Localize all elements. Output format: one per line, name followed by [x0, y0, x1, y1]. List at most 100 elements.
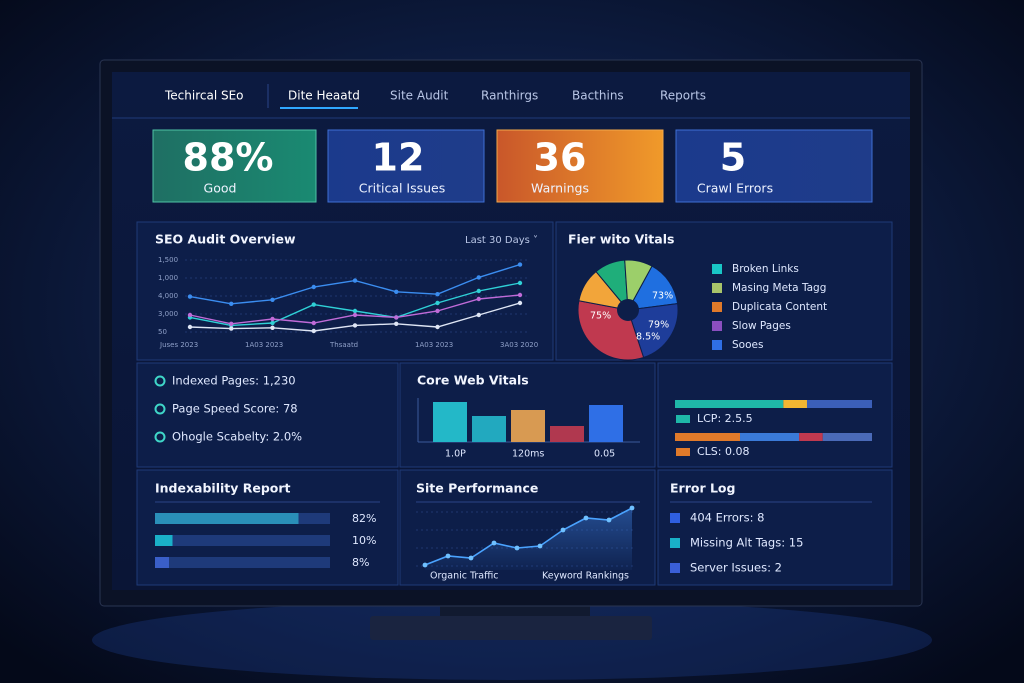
- kpi-label: Crawl Errors: [697, 181, 773, 196]
- panel-title: Core Web Vitals: [417, 373, 529, 388]
- point: [394, 289, 399, 294]
- bar-segment: [799, 433, 823, 441]
- point: [491, 540, 497, 546]
- stat: Ohogle Scabelty: 2.0%: [172, 430, 302, 444]
- point: [468, 555, 474, 561]
- bar: [550, 426, 584, 442]
- bar: [155, 535, 173, 546]
- point: [229, 321, 234, 326]
- point: [187, 312, 193, 318]
- legend-swatch: [712, 283, 722, 293]
- x-tick-label: 1A03 2023: [245, 341, 283, 349]
- bar-track: [155, 557, 330, 568]
- point: [629, 505, 635, 511]
- point: [229, 301, 234, 306]
- bar-caption: LCP: 2.5.5: [697, 412, 753, 425]
- point: [187, 324, 193, 330]
- point: [229, 326, 234, 331]
- x-tick-label: Juses 2023: [159, 341, 198, 349]
- y-tick-label: 3,000: [158, 310, 178, 318]
- panel: [657, 469, 893, 586]
- bar: [155, 557, 169, 568]
- kpi-card[interactable]: [675, 129, 873, 203]
- nav-tab[interactable]: Reports: [660, 89, 706, 103]
- bar: [433, 402, 467, 442]
- point: [606, 517, 612, 523]
- bar-segment: [783, 400, 807, 408]
- point: [476, 312, 481, 318]
- status-icon: [154, 431, 166, 443]
- point: [517, 280, 523, 286]
- point: [422, 562, 428, 568]
- point: [352, 323, 358, 328]
- point: [270, 320, 275, 326]
- point: [270, 297, 275, 302]
- point: [435, 292, 440, 297]
- status-icon: [154, 403, 166, 415]
- legend-label: Duplicata Content: [732, 301, 827, 313]
- point: [583, 515, 589, 521]
- panel-title: SEO Audit Overview: [155, 232, 296, 247]
- point: [270, 325, 275, 330]
- value-label: 82%: [352, 512, 376, 525]
- value-label: 10%: [352, 534, 376, 547]
- x-tick-label: 3A03 2020: [500, 341, 538, 349]
- panel-title: Indexability Report: [155, 481, 291, 496]
- legend-swatch: [712, 302, 722, 312]
- pie-label: 75%: [590, 311, 611, 322]
- bar-label: 0.05: [594, 449, 615, 460]
- bar: [589, 405, 623, 442]
- legend-swatch: [712, 321, 722, 331]
- point: [311, 284, 316, 290]
- point: [517, 262, 523, 267]
- pie-hole: [617, 299, 639, 321]
- point: [270, 316, 275, 322]
- pie-label: 79%: [648, 320, 669, 331]
- nav-tab[interactable]: Ranthirgs: [481, 89, 538, 103]
- nav-tab[interactable]: Site Audit: [390, 89, 449, 103]
- kpi-value: 12: [372, 136, 425, 180]
- kpi-card[interactable]: [152, 129, 317, 203]
- log-icon: [670, 513, 680, 523]
- kpi-label: Critical Issues: [359, 181, 446, 196]
- stat: Indexed Pages: 1,230: [172, 374, 296, 388]
- panel: [657, 362, 893, 468]
- panel: [136, 362, 399, 468]
- nav-tab[interactable]: Bacthins: [572, 89, 624, 103]
- range-select[interactable]: Last 30 Days ˅: [465, 234, 538, 246]
- legend-label: Masing Meta Tagg: [732, 282, 826, 294]
- point: [514, 545, 520, 551]
- y-tick-label: 50: [158, 328, 167, 336]
- point: [311, 328, 316, 334]
- legend-label: Keyword Rankings: [542, 571, 629, 582]
- brand: Techircal SEo: [164, 89, 244, 103]
- log-icon: [670, 538, 680, 548]
- kpi-value: 88%: [183, 136, 274, 180]
- legend-label: Slow Pages: [732, 320, 791, 332]
- legend-swatch: [676, 448, 690, 456]
- bar: [155, 513, 299, 524]
- bar-label: 1.0P: [445, 449, 466, 460]
- bar-segment: [740, 433, 800, 441]
- dynamic: 1,500 1,000 4,000 3,000 50 Juses 2023 1A03 202…: [154, 256, 872, 575]
- status-icon: [154, 375, 166, 387]
- point: [445, 553, 451, 559]
- log-item: Server Issues: 2: [690, 561, 782, 575]
- log-item: 404 Errors: 8: [690, 511, 764, 525]
- point: [537, 543, 543, 549]
- nav-tab[interactable]: Dite Heaatd: [288, 89, 360, 103]
- kpi-value: 5: [720, 136, 746, 180]
- kpi-card[interactable]: [496, 129, 664, 203]
- log-item: Missing Alt Tags: 15: [690, 536, 803, 550]
- kpi-card[interactable]: [327, 129, 485, 203]
- point: [560, 527, 566, 533]
- bar-segment: [675, 400, 784, 408]
- legend-label: Sooes: [732, 339, 763, 351]
- panel-title: Error Log: [670, 481, 735, 496]
- legend-swatch: [676, 415, 690, 423]
- y-tick-label: 4,000: [158, 292, 178, 300]
- bar: [511, 410, 545, 442]
- stat: Page Speed Score: 78: [172, 402, 298, 416]
- pie-label: 73%: [652, 291, 673, 302]
- bar-caption: CLS: 0.08: [697, 445, 750, 458]
